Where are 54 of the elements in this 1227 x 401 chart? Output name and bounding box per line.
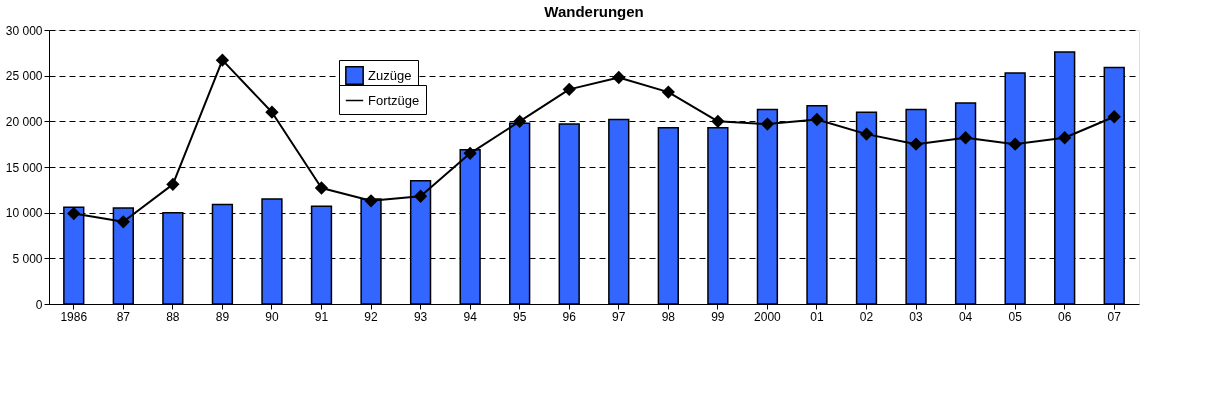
y-tick-label: 10 000 (5, 206, 43, 221)
y-tick-label: 20 000 (5, 114, 43, 129)
legend-label: Fortzüge (368, 92, 420, 108)
x-tick-label: 91 (314, 309, 329, 324)
point (860, 127, 873, 141)
point (414, 189, 427, 203)
y-tick-label: 0 (35, 297, 43, 312)
point (1058, 131, 1071, 145)
x-tick-label: 90 (265, 309, 279, 324)
x-tick-label: 95 (513, 309, 527, 324)
x-tick-label: 87 (116, 309, 131, 324)
point (909, 137, 923, 151)
point (463, 147, 477, 160)
point (761, 117, 774, 131)
point (315, 181, 328, 195)
point (1008, 137, 1022, 151)
y-tick-label: 5 000 (12, 251, 43, 266)
point (265, 105, 279, 119)
point (364, 194, 378, 208)
point (562, 83, 576, 96)
x-tick-label: 94 (463, 309, 478, 324)
point (810, 113, 824, 126)
point (216, 53, 229, 67)
x-tick-label: 97 (612, 309, 626, 324)
y-tick-label: 15 000 (5, 160, 43, 175)
point (959, 131, 972, 145)
x-tick-label: 98 (661, 309, 676, 324)
point (166, 178, 180, 191)
x-tick-label: 07 (1107, 309, 1122, 324)
y-tick-label: 25 000 (5, 69, 43, 84)
x-tick-label: 06 (1058, 309, 1072, 324)
x-tick-label: 92 (364, 309, 379, 324)
x-tick-label: 93 (413, 309, 428, 324)
x-tick-label: 96 (562, 309, 577, 324)
legend-label: Zuzüge (368, 67, 412, 83)
point (1107, 110, 1121, 124)
x-tick-label: 01 (810, 309, 824, 324)
point (612, 71, 626, 84)
x-tick-label: 04 (958, 309, 973, 324)
point (117, 215, 130, 229)
x-tick-label: 99 (711, 309, 725, 324)
chart-title: Wanderungen (544, 3, 644, 20)
x-tick-label: 88 (166, 309, 180, 324)
y-tick-label: 30 000 (5, 23, 43, 38)
x-tick-label: 1986 (60, 309, 88, 324)
point (711, 115, 725, 128)
x-tick-label: 05 (1008, 309, 1023, 324)
point (67, 207, 81, 220)
x-tick-label: 02 (859, 309, 874, 324)
x-tick-label: 2000 (754, 309, 782, 324)
x-tick-label: 89 (215, 309, 230, 324)
point (662, 85, 675, 99)
point (513, 115, 526, 128)
x-tick-label: 03 (909, 309, 924, 324)
